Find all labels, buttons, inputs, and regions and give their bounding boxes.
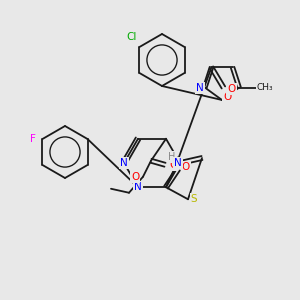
Text: N: N bbox=[196, 82, 204, 93]
Text: O: O bbox=[223, 92, 231, 102]
Text: O: O bbox=[131, 172, 139, 182]
Text: O: O bbox=[227, 84, 236, 94]
Text: N: N bbox=[134, 182, 142, 192]
Text: F: F bbox=[29, 134, 35, 144]
Text: N: N bbox=[120, 158, 128, 168]
Text: O: O bbox=[169, 160, 177, 170]
Text: Cl: Cl bbox=[126, 32, 137, 42]
Text: S: S bbox=[191, 194, 197, 204]
Text: O: O bbox=[182, 162, 190, 172]
Text: CH₃: CH₃ bbox=[257, 83, 273, 92]
Text: N: N bbox=[174, 158, 182, 168]
Text: H: H bbox=[168, 152, 176, 162]
